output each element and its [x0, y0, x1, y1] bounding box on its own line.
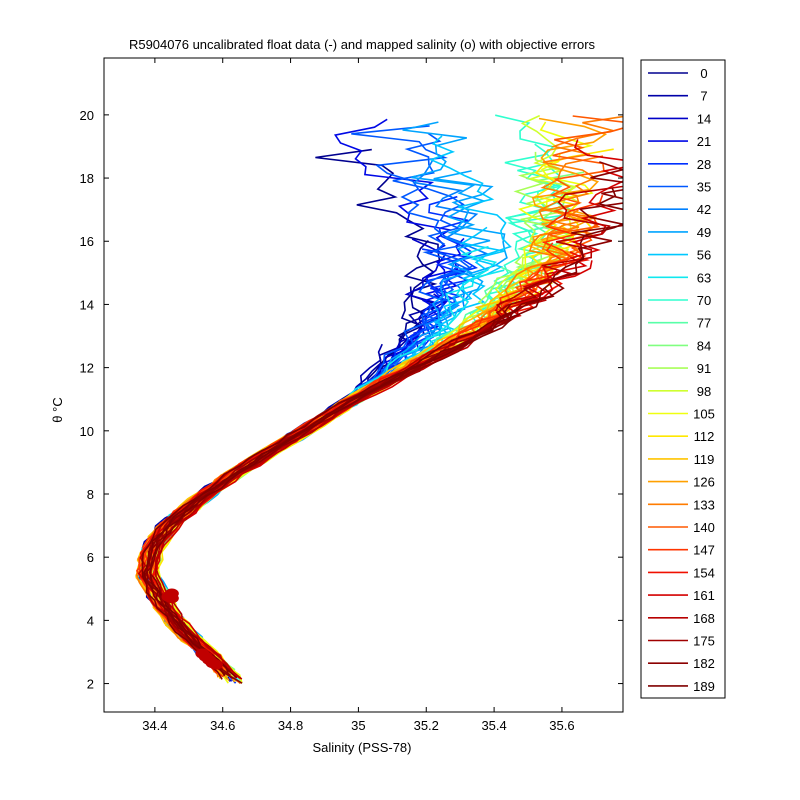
profile-line — [140, 192, 572, 684]
profile-line — [138, 242, 568, 670]
y-tick-label: 6 — [87, 550, 94, 565]
profile-line — [156, 179, 576, 671]
x-tick-label: 35.6 — [549, 718, 574, 733]
legend-label: 84 — [697, 338, 711, 353]
legend-label: 133 — [693, 497, 715, 512]
legend-label: 182 — [693, 656, 715, 671]
profile-line — [144, 238, 447, 682]
y-axis-label: θ °C — [50, 397, 65, 422]
legend-label: 154 — [693, 565, 715, 580]
y-tick-label: 20 — [80, 108, 94, 123]
profile-line — [151, 118, 459, 681]
profile-line — [135, 237, 553, 673]
y-tick-label: 4 — [87, 613, 94, 628]
legend-label: 119 — [694, 452, 715, 467]
y-tick-label: 12 — [80, 361, 94, 376]
x-tick-label: 34.8 — [278, 718, 303, 733]
mapped-salinity-markers — [161, 588, 223, 670]
profile-line — [146, 287, 555, 677]
profile-line — [154, 260, 593, 680]
profile-line — [153, 296, 458, 677]
profile-line — [136, 245, 498, 674]
legend-label: 105 — [693, 407, 715, 422]
profile-line — [148, 115, 623, 670]
profile-line — [142, 161, 563, 669]
x-tick-label: 34.6 — [210, 718, 235, 733]
profile-line — [143, 303, 512, 676]
legend-label: 56 — [697, 248, 711, 263]
legend-label: 7 — [700, 89, 707, 104]
profile-line — [147, 115, 623, 685]
x-tick-label: 35.4 — [481, 718, 506, 733]
y-tick-label: 18 — [80, 171, 94, 186]
legend-label: 70 — [697, 293, 711, 308]
legend-label: 175 — [693, 634, 715, 649]
legend-box — [640, 59, 726, 699]
profile-line — [154, 313, 512, 679]
legend-label: 0 — [700, 66, 707, 81]
legend-label: 140 — [693, 520, 715, 535]
legend: 0 7 14 21 28 35 42 49 56 63 70 77 84 91 98 105 112 119 126… — [648, 66, 715, 694]
profile-line — [156, 121, 594, 684]
y-tick-label: 8 — [87, 487, 94, 502]
profile-line — [152, 251, 590, 680]
x-axis: 34.4 34.6 34.8 35 35.2 35.4 35.6 — [142, 58, 575, 733]
legend-label: 161 — [693, 588, 715, 603]
y-tick-label: 2 — [87, 677, 94, 692]
profile-line — [135, 125, 471, 672]
profile-line — [139, 117, 608, 680]
plot-area — [134, 114, 623, 685]
profile-line — [151, 143, 567, 674]
profile-line — [152, 240, 438, 676]
profile-line — [144, 148, 441, 672]
legend-label: 91 — [697, 361, 711, 376]
legend-label: 14 — [697, 111, 711, 126]
x-axis-label: Salinity (PSS-78) — [313, 740, 412, 755]
legend-label: 49 — [697, 225, 711, 240]
legend-label: 189 — [693, 679, 715, 694]
profile-line — [151, 345, 460, 679]
y-tick-label: 16 — [80, 234, 94, 249]
profile-line — [149, 338, 473, 672]
profile-line — [141, 307, 522, 680]
legend-label: 168 — [693, 611, 715, 626]
chart-title: R5904076 uncalibrated float data (-) and… — [129, 37, 596, 52]
legend-label: 28 — [697, 157, 711, 172]
profile-line — [140, 151, 560, 674]
profile-line — [135, 317, 484, 675]
mapped-salinity-point — [208, 659, 223, 670]
legend-label: 77 — [697, 316, 711, 331]
profile-line — [150, 226, 505, 679]
x-tick-label: 34.4 — [142, 718, 167, 733]
y-tick-label: 10 — [80, 424, 94, 439]
y-axis: 2 4 6 8 10 12 14 16 18 20 — [80, 108, 623, 692]
legend-label: 42 — [697, 202, 711, 217]
profile-line — [149, 132, 472, 672]
x-tick-label: 35 — [351, 718, 365, 733]
y-tick-label: 14 — [80, 297, 94, 312]
legend-label: 98 — [697, 384, 711, 399]
profile-line — [156, 171, 585, 671]
legend-label: 112 — [694, 429, 715, 444]
legend-label: 126 — [693, 475, 715, 490]
plot-frame — [103, 57, 624, 713]
legend-label: 21 — [697, 134, 711, 149]
profile-line — [142, 272, 580, 677]
profile-line — [152, 184, 573, 684]
legend-label: 35 — [697, 180, 711, 195]
legend-label: 147 — [693, 543, 715, 558]
x-tick-label: 35.2 — [414, 718, 439, 733]
legend-label: 63 — [697, 270, 711, 285]
profile-line — [154, 237, 465, 674]
mapped-salinity-point — [164, 593, 179, 604]
